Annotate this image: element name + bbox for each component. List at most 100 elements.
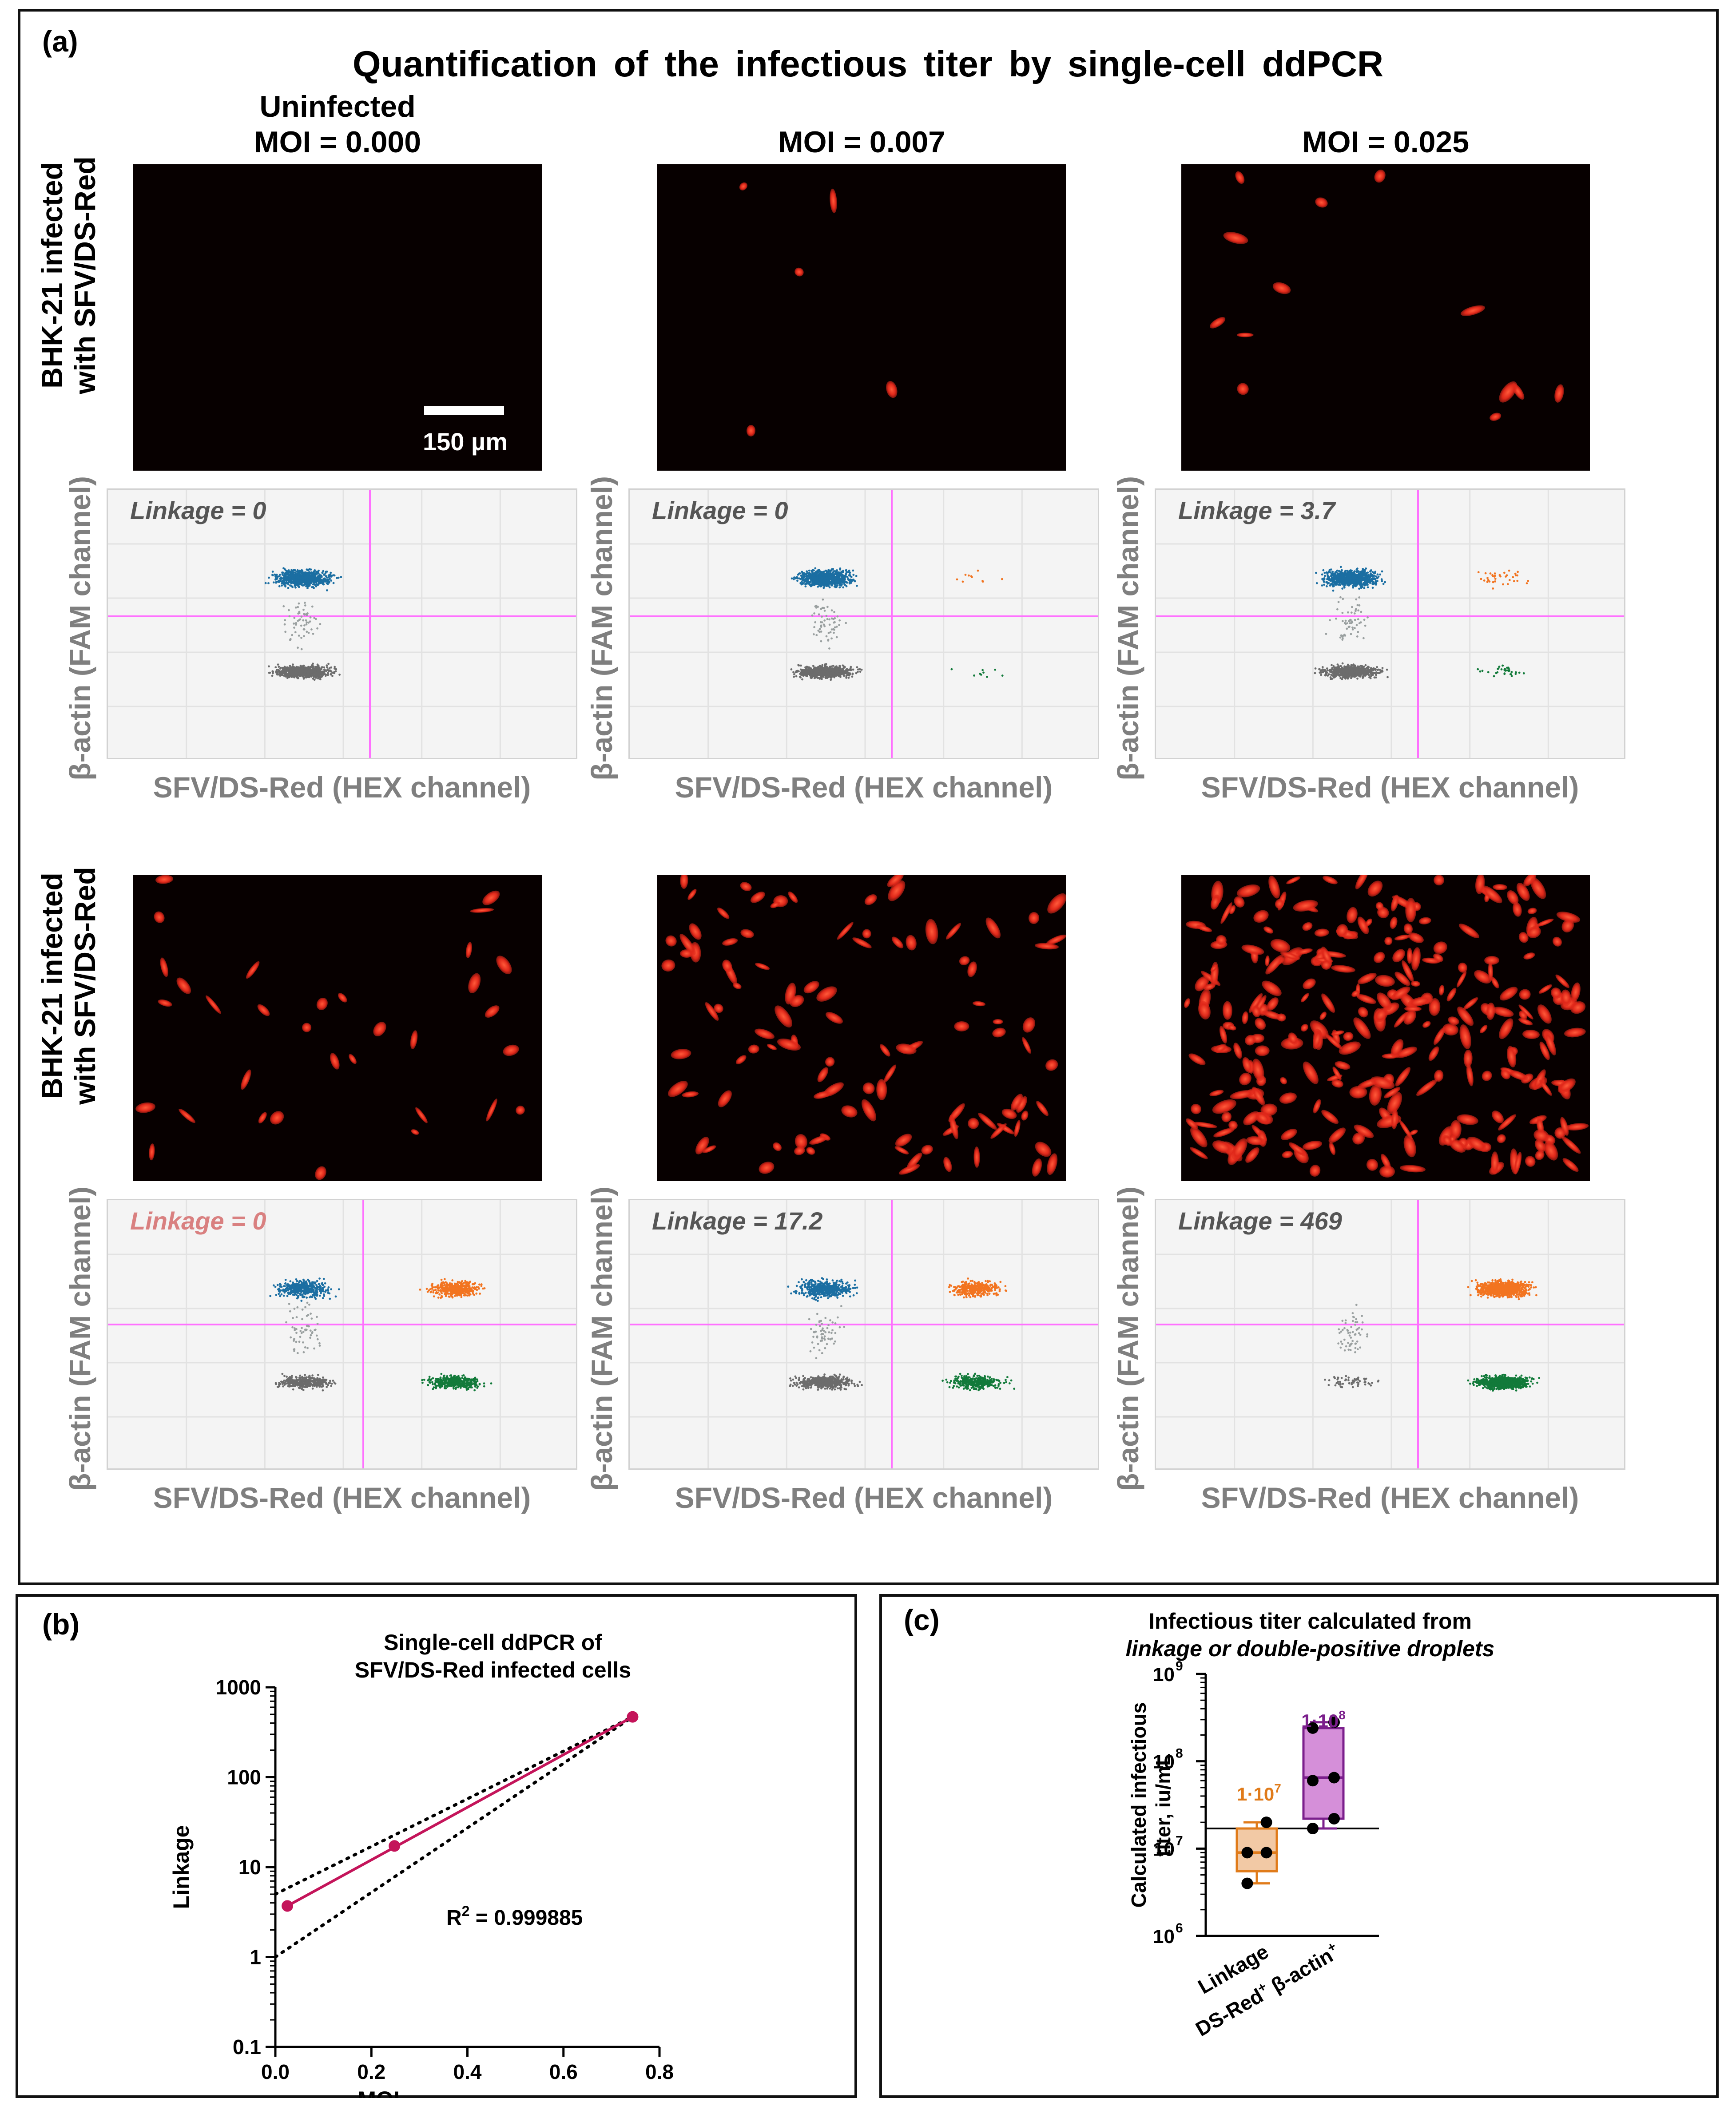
ci-lower-line [274, 1715, 634, 1959]
infected-cell [739, 880, 753, 893]
infected-cell [255, 1002, 272, 1018]
infected-cell [480, 887, 503, 908]
negative-cluster [1314, 662, 1389, 681]
infected-cell [513, 1104, 527, 1117]
infected-cell [1279, 1075, 1289, 1086]
panel-b-title-line2: SFV/DS-Red infected cells [354, 1658, 632, 1682]
infected-cell [1522, 1029, 1540, 1039]
infected-cell [1371, 949, 1387, 965]
infected-cell [1426, 1045, 1442, 1063]
fluorescence-micrograph [133, 875, 542, 1181]
droplet-scatter-plot: Linkage = 0 [107, 1199, 577, 1470]
infected-cell [1522, 951, 1536, 961]
infected-cell [1300, 976, 1318, 992]
infected-cell [924, 918, 939, 945]
infected-cell [1020, 1036, 1033, 1055]
double-positive-cluster [948, 1277, 1008, 1299]
double-positive-cluster [1477, 569, 1529, 590]
scatter-canvas [630, 490, 1098, 758]
fluorescence-micrograph [1181, 875, 1590, 1181]
rain-droplets [808, 1305, 846, 1360]
moi-line1: Uninfected [259, 90, 416, 123]
infected-cell [1285, 875, 1302, 886]
moi-value: MOI = 0.025 [1302, 125, 1470, 159]
scale-bar [424, 406, 504, 415]
x-tick-label: 0.2 [357, 2060, 385, 2083]
infected-cell [1364, 878, 1386, 900]
infected-cell [776, 1036, 802, 1053]
infected-cell [1028, 912, 1040, 925]
panel-c-title-line2: linkage or double-positive droplets [1125, 1636, 1495, 1661]
infected-cell [159, 956, 170, 978]
infected-cell [1279, 1126, 1299, 1143]
infected-cell [466, 972, 483, 995]
scatter-canvas [108, 1200, 576, 1468]
infected-cell [890, 935, 906, 951]
panel-b-title-line1: Single-cell ddPCR of [384, 1630, 602, 1655]
infected-cell [1187, 1051, 1207, 1067]
y-tick-label: 10 [1153, 1926, 1175, 1947]
infected-cell [1372, 168, 1388, 185]
data-point [1307, 1775, 1319, 1787]
infected-cell [739, 927, 755, 940]
infected-cell [469, 907, 494, 914]
infected-cell [884, 379, 899, 400]
row-label-line2: with SFV/DS-Red [68, 156, 101, 394]
infected-cell [328, 1051, 342, 1071]
panel-c-title-line1: Infectious titer calculated from [1148, 1609, 1472, 1634]
y-tick-label: 100 [227, 1766, 261, 1789]
infected-cell [1527, 875, 1549, 901]
infected-cell [813, 1090, 831, 1100]
rain-droplets [285, 1301, 321, 1354]
infected-cell [1389, 916, 1399, 930]
infected-cell [1233, 170, 1247, 186]
y-axis-title-line2: titer, iu/mL [1152, 1753, 1175, 1857]
y-tick-exponent: 8 [1176, 1746, 1183, 1761]
infected-cell [501, 1042, 520, 1058]
rain-droplets [282, 602, 322, 650]
y-axis-label: β-actin (FAM channel) [585, 476, 618, 781]
infected-cell [815, 1065, 830, 1084]
x-axis-label: SFV/DS-Red (HEX channel) [1201, 1481, 1579, 1514]
infected-cell [1484, 956, 1500, 965]
rain-droplets [811, 598, 847, 650]
infected-cell [1044, 890, 1066, 917]
fam-only-cluster [1315, 566, 1386, 592]
panel-c-frame [879, 1594, 1719, 2098]
infected-cell [300, 1022, 313, 1034]
infected-cell [746, 424, 755, 436]
infected-cell [861, 1080, 877, 1097]
infected-cell [944, 921, 963, 942]
infected-cell [157, 998, 174, 1008]
infected-cell [1457, 961, 1469, 974]
infected-cell [1421, 1019, 1432, 1030]
infected-cell [1561, 1156, 1581, 1174]
infected-cell [464, 941, 473, 959]
data-point [1260, 1816, 1272, 1828]
fam-only-cluster [791, 567, 858, 589]
y-axis-title-line1: Calculated infectious [1127, 1702, 1150, 1908]
infected-cell [1320, 960, 1332, 971]
infected-cell [1379, 1165, 1395, 1178]
infected-cell [1449, 1119, 1462, 1139]
infected-cell [1183, 997, 1192, 1009]
infected-cell [681, 1090, 699, 1099]
infected-cell [1231, 1042, 1244, 1060]
x-tick-label: 0.6 [549, 2060, 578, 2083]
infected-cell [862, 928, 872, 939]
infected-cell [1281, 1150, 1294, 1159]
linkage-value: Linkage = 469 [1178, 1207, 1342, 1235]
infected-cell [1328, 1141, 1337, 1156]
double-positive-cluster [419, 1278, 486, 1299]
infected-cell [1490, 1151, 1499, 1174]
y-axis-label: β-actin (FAM channel) [1112, 476, 1144, 781]
infected-cell [1343, 1031, 1355, 1042]
data-point [1307, 1722, 1319, 1734]
infected-cell [1374, 973, 1396, 988]
y-axis-label: β-actin (FAM channel) [1112, 1186, 1144, 1491]
infected-cell [1349, 1086, 1367, 1099]
linkage-value: Linkage = 3.7 [1178, 496, 1335, 524]
ci-upper-line [274, 1715, 634, 1896]
row-label-line1: BHK-21 infected [36, 162, 68, 389]
infected-cell [1399, 1164, 1426, 1174]
